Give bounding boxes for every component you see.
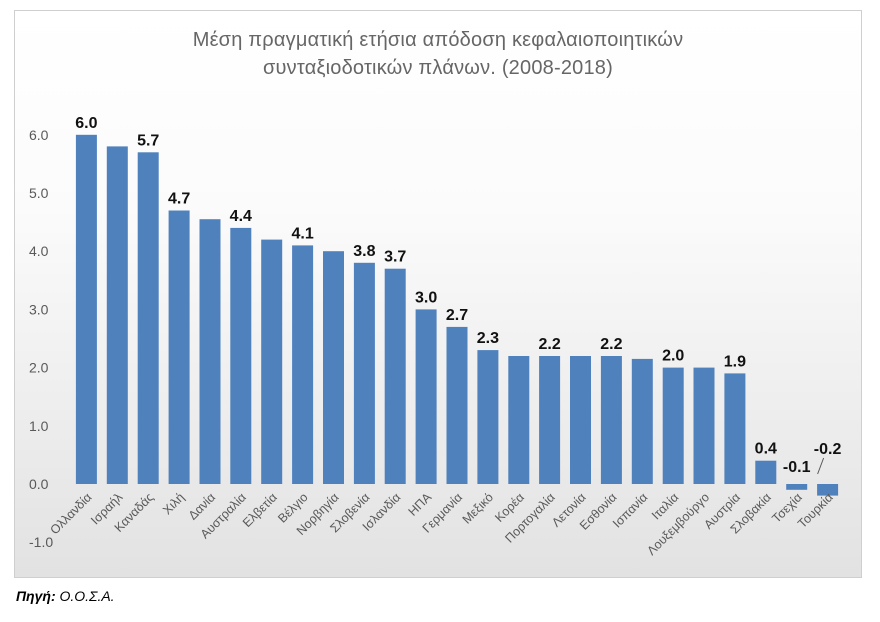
chart-title-line-1: Μέση πραγματική ετήσια απόδοση κεφαλαιοπ… [192, 29, 684, 51]
chart-title-line-2: συνταξιοδοτικών πλάνων. (2008-2018) [263, 57, 613, 79]
bar [137, 152, 159, 485]
bar [446, 326, 468, 484]
bar [230, 227, 252, 484]
bar [353, 262, 375, 484]
bar [261, 239, 283, 484]
bar [662, 367, 684, 484]
y-tick-label: 0.0 [29, 476, 49, 492]
data-label: 2.2 [538, 336, 560, 353]
data-label: 1.9 [724, 353, 746, 370]
bar [724, 373, 746, 484]
data-label: 5.7 [137, 132, 159, 149]
bar [384, 268, 406, 484]
bar [755, 460, 777, 484]
bar [292, 245, 314, 484]
bar [415, 309, 437, 484]
source-note: Πηγή: Ο.Ο.Σ.Α. [16, 588, 115, 604]
bar [600, 356, 622, 484]
bar [508, 356, 530, 484]
data-label: 2.0 [662, 348, 684, 365]
data-label: 2.3 [477, 330, 499, 347]
bar [106, 146, 128, 484]
data-label: 6.0 [75, 115, 97, 132]
data-label-leader [817, 457, 825, 475]
bar [817, 484, 839, 496]
y-tick-label: 4.0 [29, 243, 49, 259]
bar [570, 356, 591, 484]
category-label: Ισπανία [610, 490, 650, 530]
bar [539, 356, 561, 484]
bar [477, 350, 499, 484]
y-tick-label: 2.0 [29, 360, 49, 376]
data-label: 3.8 [353, 243, 375, 260]
data-label: 2.2 [600, 336, 622, 353]
y-tick-label: -1.0 [29, 534, 53, 550]
data-label: 2.7 [446, 307, 468, 324]
bar [631, 358, 653, 484]
data-label: 0.4 [755, 441, 777, 458]
bar [199, 219, 221, 484]
data-label: 3.0 [415, 289, 437, 306]
data-label: 4.4 [230, 208, 252, 225]
chart-frame: Μέση πραγματική ετήσια απόδοση κεφαλαιοπ… [14, 10, 862, 578]
y-tick-label: 1.0 [29, 418, 49, 434]
bar [75, 134, 97, 485]
data-label: -0.1 [783, 459, 811, 476]
category-label: Ελβετία [240, 490, 280, 530]
bar [168, 210, 190, 484]
y-tick-label: 6.0 [29, 127, 49, 143]
data-label: 4.7 [168, 191, 190, 208]
data-label: 4.1 [291, 225, 313, 242]
bar [693, 367, 715, 484]
category-label: Μεξικό [460, 490, 496, 526]
data-label: 3.7 [384, 249, 406, 266]
bar [323, 251, 344, 484]
category-label: Χιλή [160, 490, 187, 517]
category-label: Τουρκία [795, 490, 836, 531]
y-tick-label: 3.0 [29, 301, 49, 317]
bar [786, 484, 808, 490]
data-label: -0.2 [814, 441, 842, 458]
source-text: Ο.Ο.Σ.Α. [59, 588, 115, 604]
category-label: Ολλανδία [48, 490, 95, 537]
bar-chart: 6.05.04.03.02.01.00.0-1.06.0ΟλλανδίαΙσρα… [29, 115, 842, 558]
y-tick-label: 5.0 [29, 185, 49, 201]
source-label: Πηγή: [16, 588, 56, 604]
